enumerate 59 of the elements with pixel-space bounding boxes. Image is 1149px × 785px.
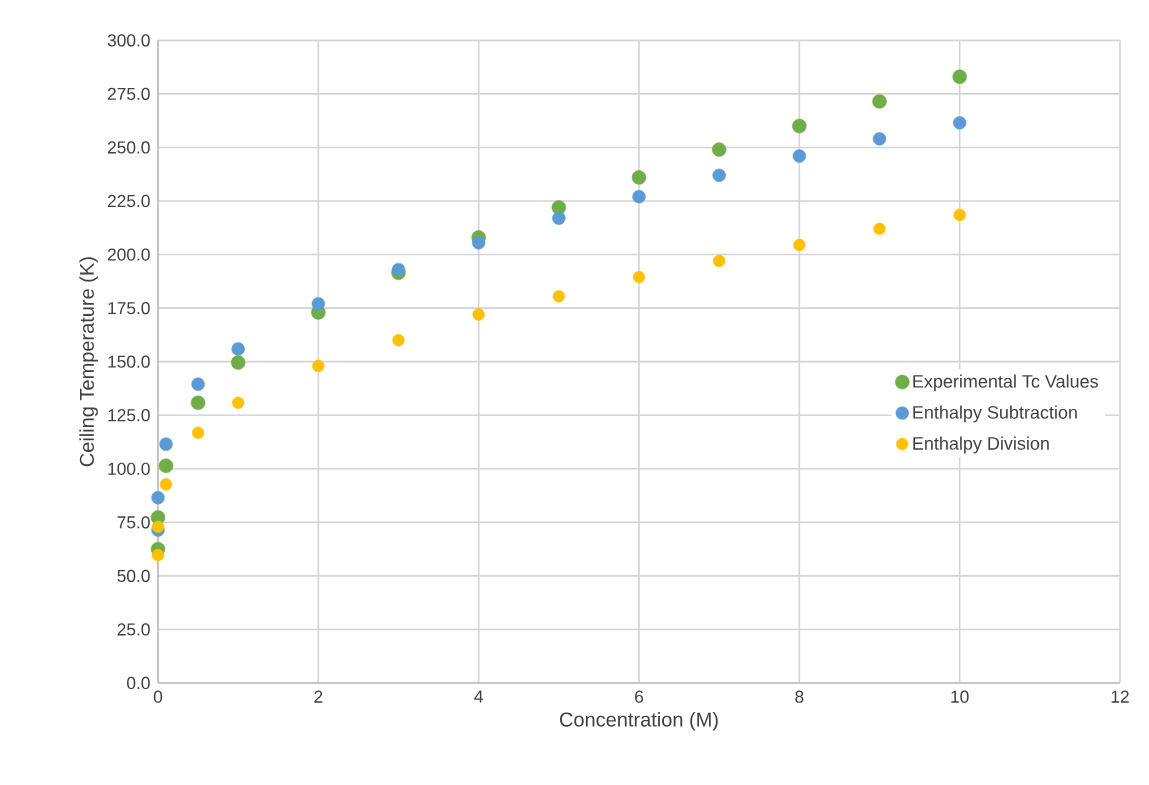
point xyxy=(159,478,173,491)
point xyxy=(711,142,727,157)
point xyxy=(792,118,807,134)
legend-label: Experimental Tc Values xyxy=(913,374,1098,392)
y-tick-label: 300.0 xyxy=(107,34,150,47)
point xyxy=(631,170,647,185)
point xyxy=(873,222,886,235)
point xyxy=(190,395,206,410)
legend-label: Enthalpy Subtraction xyxy=(913,405,1077,423)
point xyxy=(392,334,405,347)
y-tick-label: 25.0 xyxy=(117,623,150,636)
point xyxy=(552,290,565,303)
point xyxy=(472,308,485,321)
point xyxy=(159,437,173,451)
y-tick-label: 100.0 xyxy=(108,462,150,475)
point xyxy=(312,359,325,373)
point xyxy=(872,94,887,109)
point xyxy=(632,270,646,284)
point xyxy=(232,396,245,409)
legend-label: Enthalpy Division xyxy=(913,436,1049,454)
point xyxy=(231,342,245,356)
y-tick-label: 125.0 xyxy=(108,409,150,422)
point xyxy=(872,132,887,146)
x-tick-label: 10 xyxy=(951,690,969,703)
point xyxy=(713,254,726,268)
y-tick-label: 0.0 xyxy=(127,676,150,690)
point xyxy=(793,238,806,252)
x-tick-label: 0 xyxy=(153,690,163,703)
x-axis-title: Concentration (M) xyxy=(560,711,718,731)
x-tick-label: 12 xyxy=(1111,690,1129,703)
point xyxy=(151,548,165,562)
y-tick-label: 150.0 xyxy=(108,355,150,368)
y-tick-label: 225.0 xyxy=(107,194,150,208)
point xyxy=(712,168,726,182)
point xyxy=(472,236,486,250)
y-tick-label: 275.0 xyxy=(107,87,150,101)
y-tick-label: 75.0 xyxy=(117,516,150,529)
point xyxy=(230,355,246,370)
point xyxy=(151,491,165,505)
point xyxy=(953,116,967,130)
point xyxy=(952,69,967,84)
point xyxy=(311,297,326,311)
point xyxy=(191,426,205,439)
point xyxy=(158,458,174,473)
point xyxy=(191,377,205,391)
y-tick-label: 250.0 xyxy=(107,141,150,154)
y-tick-label: 200.0 xyxy=(107,248,150,261)
x-tick-label: 4 xyxy=(474,690,483,703)
y-tick-label: 175.0 xyxy=(108,301,150,315)
x-tick-label: 2 xyxy=(314,690,323,703)
x-tick-label: 6 xyxy=(635,690,644,703)
y-axis-title: Ceiling Temperature (K) xyxy=(79,257,98,467)
point xyxy=(151,520,165,533)
point xyxy=(953,208,966,222)
point xyxy=(632,190,646,204)
y-tick-label: 50.0 xyxy=(117,569,150,583)
point xyxy=(792,149,807,163)
x-tick-label: 8 xyxy=(795,690,804,703)
point xyxy=(552,211,566,225)
